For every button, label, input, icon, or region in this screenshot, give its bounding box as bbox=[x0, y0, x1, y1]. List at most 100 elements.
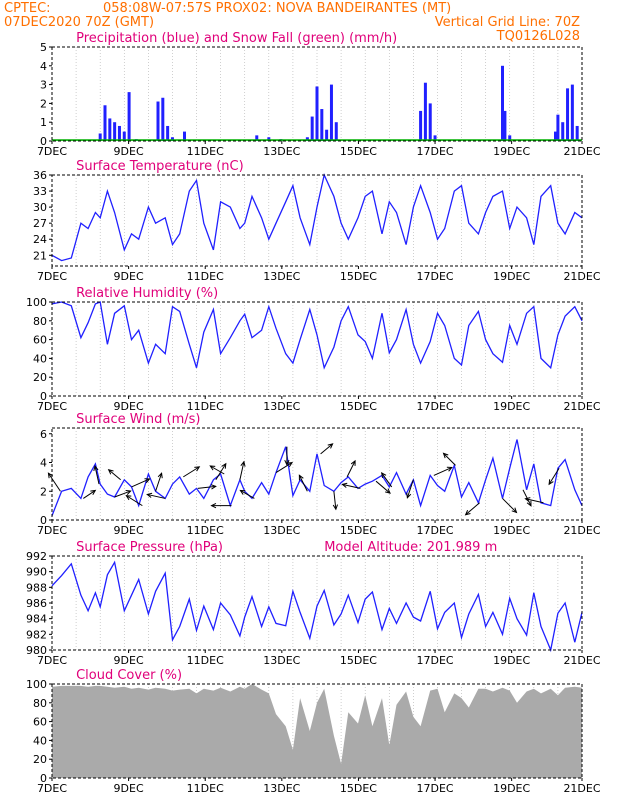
x-tick-label: 11DEC bbox=[187, 524, 224, 537]
precip-bar bbox=[325, 129, 329, 141]
y-tick-label: 0 bbox=[40, 135, 47, 148]
x-tick-label: 11DEC bbox=[187, 782, 224, 795]
panel-2: Surface Temperature (nC) 21 24 27 30 33 36 7DEC… bbox=[33, 159, 601, 283]
y-tick-label: 6 bbox=[40, 428, 47, 441]
x-tick-label: 13DEC bbox=[263, 524, 300, 537]
y-tick-label: 984 bbox=[26, 613, 47, 626]
x-tick-label: 19DEC bbox=[493, 400, 530, 413]
x-tick-label: 7DEC bbox=[37, 145, 67, 158]
x-tick-label: 21DEC bbox=[563, 400, 600, 413]
wind-arrow bbox=[381, 472, 393, 488]
wind-arrow bbox=[342, 483, 361, 489]
wind-arrow bbox=[108, 469, 121, 481]
x-tick-label: 7DEC bbox=[37, 270, 67, 283]
wind-arrow bbox=[94, 465, 100, 485]
panel-6: Cloud Cover (%) 0 20 40 60 80 100 7DEC 9DEC 11DEC… bbox=[26, 668, 601, 795]
precip-bar bbox=[117, 125, 121, 141]
series-line bbox=[51, 439, 583, 516]
wind-arrow-head bbox=[381, 472, 387, 478]
wind-arrow bbox=[240, 490, 255, 499]
x-tick-label: 15DEC bbox=[340, 400, 377, 413]
panel-frame bbox=[51, 427, 583, 521]
y-tick-label: 3 bbox=[40, 79, 47, 92]
wind-arrow-head bbox=[47, 472, 53, 479]
x-tick-label: 13DEC bbox=[263, 400, 300, 413]
wind-arrow-head bbox=[93, 464, 99, 472]
x-tick-label: 19DEC bbox=[493, 654, 530, 667]
precip-bar bbox=[433, 135, 437, 141]
wind-arrow bbox=[114, 490, 131, 498]
x-tick-label: 7DEC bbox=[37, 524, 67, 537]
panel-frame bbox=[51, 683, 583, 779]
panel-title: Surface Pressure (hPa) bbox=[76, 540, 223, 555]
wind-arrow-head bbox=[284, 459, 290, 466]
panel-title: Precipitation (blue) and Snow Fall (gree… bbox=[76, 31, 397, 46]
y-tick-label: 2 bbox=[40, 485, 47, 498]
wind-arrow-head bbox=[125, 495, 132, 501]
x-tick-label: 13DEC bbox=[263, 270, 300, 283]
precip-bar bbox=[554, 131, 557, 141]
x-tick-label: 17DEC bbox=[416, 400, 453, 413]
precip-bar bbox=[423, 82, 427, 141]
wind-arrow-head bbox=[332, 504, 338, 511]
y-tick-label: 40 bbox=[33, 734, 47, 747]
precip-bar bbox=[127, 92, 131, 141]
y-tick-label: 21 bbox=[33, 249, 47, 262]
x-tick-label: 9DEC bbox=[114, 782, 144, 795]
wind-arrow-head bbox=[107, 469, 114, 475]
wind-arrow bbox=[210, 465, 225, 475]
wind-arrow-head bbox=[548, 479, 554, 486]
x-tick-label: 11DEC bbox=[187, 400, 224, 413]
wind-arrow-head bbox=[221, 462, 227, 469]
y-tick-label: 20 bbox=[33, 371, 47, 384]
wind-arrow-head bbox=[511, 507, 518, 514]
precip-bar bbox=[320, 109, 324, 141]
header-date: 07DEC2020 70Z (GMT) bbox=[4, 15, 154, 30]
wind-arrow bbox=[298, 475, 308, 492]
precip-bar bbox=[556, 114, 560, 141]
wind-arrow-head bbox=[209, 465, 216, 471]
x-tick-label: 15DEC bbox=[340, 270, 377, 283]
y-tick-label: 100 bbox=[26, 296, 47, 309]
x-tick-label: 19DEC bbox=[493, 524, 530, 537]
x-tick-label: 11DEC bbox=[187, 270, 224, 283]
x-tick-label: 17DEC bbox=[416, 270, 453, 283]
wind-arrow-head bbox=[446, 466, 453, 472]
wind-arrow-head bbox=[442, 452, 449, 459]
y-tick-label: 27 bbox=[33, 217, 47, 230]
panel-frame bbox=[51, 301, 583, 397]
y-tick-label: 0 bbox=[40, 772, 47, 785]
y-tick-label: 4 bbox=[40, 60, 47, 73]
wind-arrow bbox=[522, 489, 532, 507]
x-tick-label: 15DEC bbox=[340, 782, 377, 795]
precip-bar bbox=[267, 137, 271, 141]
series-line bbox=[51, 172, 583, 262]
y-tick-label: 992 bbox=[26, 550, 47, 563]
wind-arrow-head bbox=[240, 460, 246, 467]
y-tick-label: 60 bbox=[33, 334, 47, 347]
wind-arrow bbox=[465, 502, 480, 516]
panel-title: Relative Humidity (%) bbox=[76, 286, 218, 301]
wind-arrow-head bbox=[239, 489, 246, 495]
x-tick-label: 17DEC bbox=[416, 782, 453, 795]
precip-bar bbox=[419, 110, 423, 141]
precip-bar bbox=[566, 88, 570, 141]
wind-arrow-head bbox=[146, 492, 153, 498]
x-tick-label: 9DEC bbox=[114, 654, 144, 667]
header-location: 058:08W-07:57S PROX02: NOVA BANDEIRANTES… bbox=[103, 1, 451, 16]
x-tick-label: 9DEC bbox=[114, 270, 144, 283]
x-tick-label: 21DEC bbox=[563, 145, 600, 158]
x-tick-label: 13DEC bbox=[263, 654, 300, 667]
wind-arrow-head bbox=[287, 461, 294, 468]
wind-arrow bbox=[375, 480, 391, 494]
x-tick-label: 11DEC bbox=[187, 145, 224, 158]
wind-arrow bbox=[131, 478, 150, 488]
x-tick-label: 19DEC bbox=[493, 145, 530, 158]
precip-bar bbox=[503, 110, 507, 141]
precip-bar bbox=[255, 135, 259, 141]
panel-frame bbox=[51, 174, 583, 267]
y-tick-label: 80 bbox=[33, 315, 47, 328]
precip-bar bbox=[183, 131, 186, 141]
precip-bar bbox=[329, 84, 333, 141]
